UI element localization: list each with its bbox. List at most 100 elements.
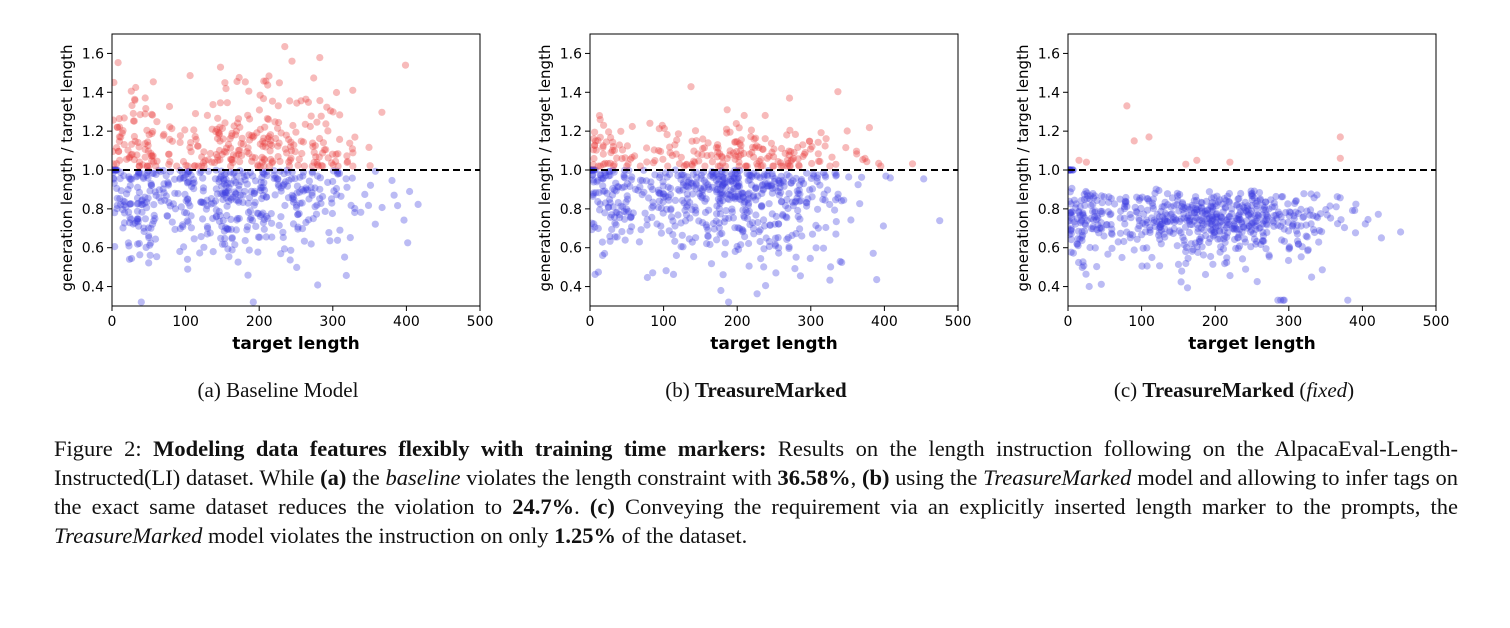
data-point-below	[1228, 205, 1236, 213]
data-point-below	[199, 215, 207, 223]
data-point-above	[708, 158, 716, 166]
data-point-below	[153, 253, 161, 261]
data-point-below	[656, 173, 664, 181]
subcaption-b: (b) TreasureMarked	[516, 378, 996, 403]
data-point-below	[760, 171, 768, 179]
data-point-below	[217, 190, 225, 198]
data-point-below	[663, 205, 671, 213]
data-point-below	[243, 226, 251, 234]
data-point-below	[1351, 229, 1360, 237]
data-point-below	[1235, 211, 1243, 219]
data-point-below	[1208, 214, 1217, 222]
data-point-below	[1219, 245, 1228, 253]
data-point-below	[1209, 232, 1218, 240]
data-point-below	[669, 231, 677, 239]
data-point-above	[266, 131, 275, 139]
data-point-below	[713, 202, 721, 210]
data-point-below	[718, 173, 726, 181]
data-point-below	[215, 175, 223, 183]
data-point-below	[177, 203, 185, 211]
data-point-above	[691, 158, 699, 167]
data-point-above	[297, 137, 305, 145]
data-point-below	[1073, 240, 1081, 248]
data-point-below	[1247, 243, 1255, 251]
data-point-above	[266, 140, 274, 148]
data-point-below	[1161, 225, 1169, 233]
data-point-below	[181, 171, 189, 179]
data-point-below	[679, 181, 687, 189]
caption-text-9: model violates the instruction on only	[202, 523, 555, 548]
data-point-below	[388, 176, 396, 185]
data-point-below	[1285, 243, 1293, 251]
data-point-below	[832, 230, 840, 238]
data-point-below	[133, 194, 142, 202]
data-point-above	[668, 151, 676, 160]
data-point-below	[178, 221, 187, 229]
data-point-below	[1309, 212, 1317, 220]
data-point-below	[258, 195, 266, 203]
data-point-below	[1262, 206, 1270, 214]
data-point-above	[245, 131, 253, 139]
data-point-below	[233, 214, 242, 223]
data-point-below	[700, 183, 708, 191]
data-point-above	[243, 148, 251, 156]
data-point-below	[1250, 187, 1258, 195]
data-point-below	[812, 244, 820, 252]
data-point-below	[1223, 216, 1231, 225]
data-point-above	[259, 142, 267, 150]
data-point-above	[259, 95, 268, 103]
data-point-below	[590, 191, 597, 199]
data-point-above	[275, 118, 283, 127]
data-point-below	[1198, 199, 1206, 207]
data-point-below	[1185, 205, 1194, 214]
data-point-below	[1253, 202, 1261, 210]
data-point-above	[310, 148, 318, 156]
data-point-below	[260, 186, 269, 194]
data-point-below	[719, 173, 727, 181]
data-point-below	[1152, 185, 1160, 193]
data-point-below	[1136, 194, 1144, 202]
data-point-below	[1265, 205, 1273, 213]
data-point-below	[248, 216, 257, 225]
x-tick-label: 300	[319, 314, 346, 330]
data-point-below	[809, 170, 817, 178]
data-point-below	[135, 239, 143, 248]
data-point-below	[616, 214, 624, 222]
data-point-below	[838, 258, 846, 266]
data-point-above	[262, 143, 270, 151]
data-point-above	[750, 135, 758, 143]
data-point-below	[699, 219, 707, 227]
data-point-below	[774, 187, 782, 195]
data-point-above	[743, 162, 751, 170]
data-point-below	[750, 230, 758, 238]
data-point-above	[761, 111, 769, 120]
data-point-below	[227, 225, 235, 233]
data-point-below	[221, 240, 229, 248]
data-point-below	[1209, 203, 1217, 211]
data-point-above	[723, 154, 731, 163]
data-point-below	[222, 224, 230, 232]
data-point-above	[875, 159, 883, 167]
data-point-below	[1217, 213, 1225, 221]
x-tick-label: 500	[945, 314, 972, 330]
data-point-below	[1081, 201, 1089, 209]
data-point-below	[1187, 209, 1195, 217]
data-point-below	[1107, 194, 1115, 203]
data-point-below	[1074, 227, 1082, 235]
data-point-above	[124, 146, 132, 154]
data-point-above	[1336, 133, 1344, 141]
data-point-below	[207, 195, 215, 203]
data-point-below	[116, 175, 124, 183]
data-point-below	[244, 199, 252, 207]
data-point-above	[336, 135, 344, 143]
data-point-below	[1297, 222, 1305, 230]
data-point-below	[146, 241, 154, 249]
data-point-below	[606, 171, 614, 180]
data-point-below	[663, 173, 671, 181]
data-point-below	[1191, 239, 1199, 247]
data-point-below	[1148, 199, 1156, 207]
data-point-above	[264, 81, 272, 89]
data-point-above	[197, 162, 206, 170]
data-point-below	[1185, 228, 1193, 237]
data-point-below	[590, 192, 597, 200]
